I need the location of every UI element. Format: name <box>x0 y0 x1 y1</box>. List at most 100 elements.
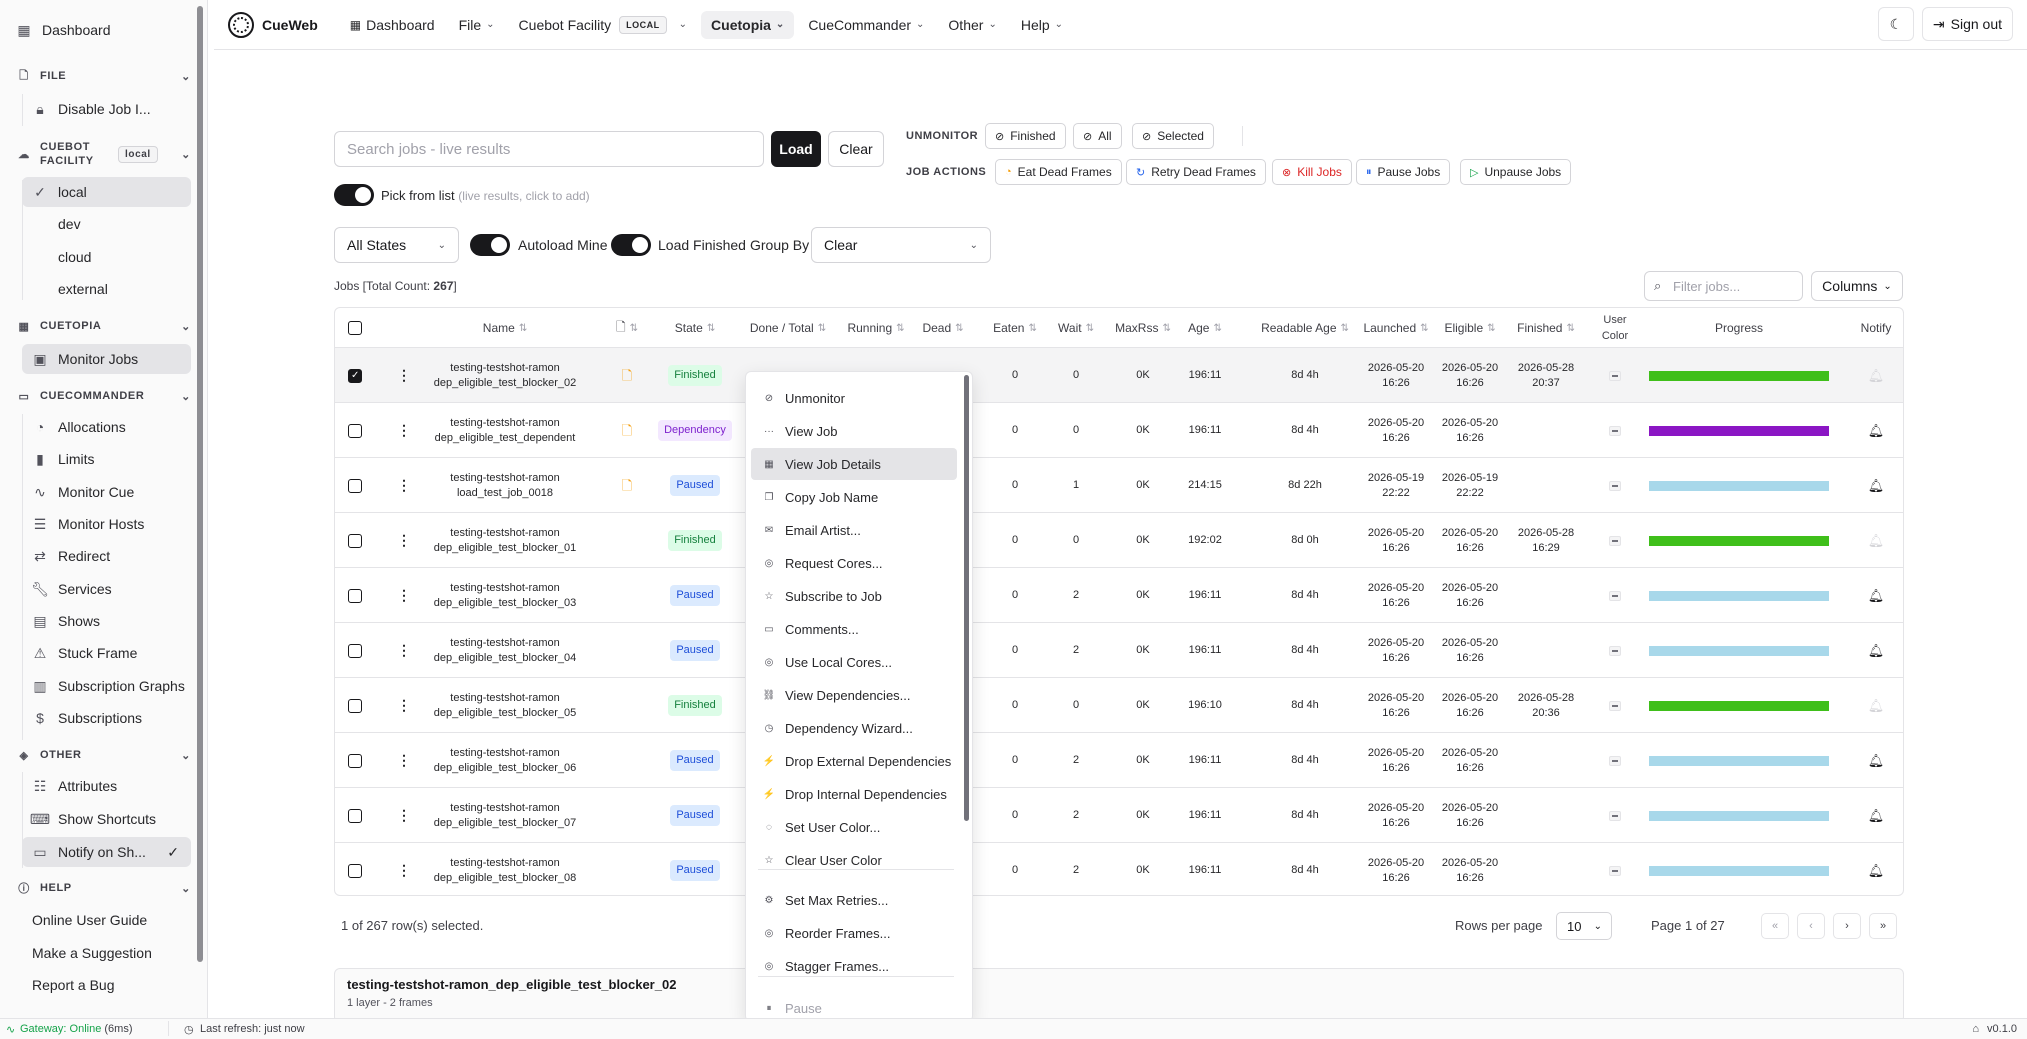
nav-dashboard[interactable]: ▦ Dashboard <box>340 11 445 39</box>
header-done-total[interactable]: Done / Total ⇅ <box>743 308 833 348</box>
sidebar-item-monitor-hosts[interactable]: ☰ Monitor Hosts <box>22 509 191 539</box>
sidebar-item-monitor-cue[interactable]: ∿ Monitor Cue <box>22 477 191 507</box>
header-eligible[interactable]: Eligible ⇅ <box>1435 308 1505 348</box>
row-actions-cell[interactable]: ⋮ <box>393 458 415 513</box>
user-color-swatch[interactable] <box>1609 590 1621 601</box>
table-row[interactable]: ⋮ testing-testshot-ramon dep_eligible_test… <box>335 568 1903 623</box>
header-state[interactable]: State ⇅ <box>655 308 735 348</box>
context-menu-item-view-job[interactable]: ··· View Job <box>751 415 957 447</box>
context-menu-scrollbar[interactable] <box>964 375 969 821</box>
header-dead[interactable]: Dead ⇅ <box>918 308 968 348</box>
header-running[interactable]: Running ⇅ <box>841 308 911 348</box>
sidebar-item-monitor-jobs[interactable]: ▣ Monitor Jobs <box>22 344 191 374</box>
nav-cuecommander[interactable]: CueCommander ⌄ <box>798 11 934 39</box>
user-color-cell[interactable] <box>1595 513 1635 568</box>
sidebar-item-shows[interactable]: ▤ Shows <box>22 606 191 636</box>
user-color-cell[interactable] <box>1595 733 1635 788</box>
user-color-swatch[interactable] <box>1609 535 1621 546</box>
sidebar-item-disable-job[interactable]: 🔒︎ Disable Job I... <box>22 94 191 124</box>
state-filter-select[interactable]: All States ⌄ <box>334 227 459 263</box>
sidebar-item-stuck-frame[interactable]: ⚠ Stuck Frame <box>22 638 191 668</box>
notify-cell[interactable]: 🔔︎ <box>1851 843 1901 895</box>
select-cell[interactable] <box>343 788 367 843</box>
sidebar-section-help[interactable]: ⓘ HELP ⌄ <box>16 876 191 900</box>
row-checkbox[interactable] <box>348 533 362 548</box>
context-menu-item-use-local-cores[interactable]: ◎ Use Local Cores... <box>751 646 957 678</box>
nav-cuebot-facility[interactable]: Cuebot Facility LOCAL ⌄ <box>509 10 697 40</box>
context-menu-item-dependency-wizard[interactable]: ◷ Dependency Wizard... <box>751 712 957 744</box>
context-menu-item-pause[interactable]: ⏸ Pause <box>751 992 957 1021</box>
row-actions-cell[interactable]: ⋮ <box>393 788 415 843</box>
user-color-cell[interactable] <box>1595 623 1635 678</box>
row-actions-cell[interactable]: ⋮ <box>393 403 415 458</box>
sidebar-item-report-bug[interactable]: Report a Bug <box>22 970 191 1000</box>
select-cell[interactable] <box>343 403 367 458</box>
user-color-swatch[interactable] <box>1609 755 1621 766</box>
header-age[interactable]: Age ⇅ <box>1180 308 1230 348</box>
row-checkbox[interactable] <box>348 478 362 493</box>
sidebar-item-limits[interactable]: ▮ Limits <box>22 444 191 474</box>
table-row[interactable]: ⋮ testing-testshot-ramon load_test_job_001… <box>335 458 1903 513</box>
row-menu-icon[interactable]: ⋮ <box>397 532 411 549</box>
sidebar-section-cuecommander[interactable]: ▭ CUECOMMANDER ⌄ <box>16 384 191 408</box>
nav-help[interactable]: Help ⌄ <box>1011 11 1073 39</box>
row-actions-cell[interactable]: ⋮ <box>393 733 415 788</box>
context-menu-item-view-job-details[interactable]: ▦ View Job Details <box>751 448 957 480</box>
select-cell[interactable] <box>343 513 367 568</box>
header-finished[interactable]: Finished ⇅ <box>1511 308 1581 348</box>
context-menu-item-comments[interactable]: ▭ Comments... <box>751 613 957 645</box>
first-page-button[interactable]: « <box>1761 913 1789 939</box>
row-checkbox[interactable] <box>348 808 362 823</box>
sidebar-section-file[interactable]: 🗋 FILE ⌄ <box>16 64 191 88</box>
columns-button[interactable]: Columns ⌄ <box>1811 271 1903 301</box>
row-menu-icon[interactable]: ⋮ <box>397 697 411 714</box>
header-doc[interactable]: 🗋 ⇅ <box>607 308 647 348</box>
sidebar-item-redirect[interactable]: ⇄ Redirect <box>22 541 191 571</box>
load-finished-toggle[interactable] <box>611 234 651 256</box>
table-row[interactable]: ⋮ testing-testshot-ramon dep_eligible_test… <box>335 513 1903 568</box>
row-menu-icon[interactable]: ⋮ <box>397 807 411 824</box>
row-actions-cell[interactable]: ⋮ <box>393 678 415 733</box>
sidebar-scrollbar[interactable] <box>197 6 203 962</box>
sidebar-item-show-shortcuts[interactable]: ⌨ Show Shortcuts <box>22 804 191 834</box>
select-cell[interactable] <box>343 348 367 403</box>
table-row[interactable]: ⋮ testing-testshot-ramon dep_eligible_test… <box>335 623 1903 678</box>
group-by-select[interactable]: Clear ⌄ <box>811 227 991 263</box>
context-menu-item-request-cores[interactable]: ◎ Request Cores... <box>751 547 957 579</box>
context-menu-item-clear-user-color[interactable]: ☆ Clear User Color <box>751 844 957 876</box>
row-checkbox[interactable] <box>348 588 362 603</box>
user-color-swatch[interactable] <box>1609 645 1621 656</box>
clear-button[interactable]: Clear <box>828 131 884 167</box>
select-cell[interactable] <box>343 568 367 623</box>
notify-cell[interactable]: 🔔︎ <box>1851 788 1901 843</box>
header-eaten[interactable]: Eaten ⇅ <box>990 308 1040 348</box>
header-maxrss[interactable]: MaxRss ⇅ <box>1113 308 1173 348</box>
user-color-cell[interactable] <box>1595 843 1635 895</box>
sidebar-item-notify-on-show[interactable]: ▭ Notify on Sh... ✓ <box>22 837 191 867</box>
row-actions-cell[interactable]: ⋮ <box>393 348 415 403</box>
select-cell[interactable] <box>343 843 367 895</box>
nav-other[interactable]: Other ⌄ <box>938 11 1006 39</box>
sidebar-section-cuetopia[interactable]: ▦ CUETOPIA ⌄ <box>16 314 191 338</box>
context-menu-item-view-dependencies[interactable]: ⛓ View Dependencies... <box>751 679 957 711</box>
user-color-swatch[interactable] <box>1609 425 1621 436</box>
nav-cuetopia[interactable]: Cuetopia ⌄ <box>701 10 795 39</box>
user-color-cell[interactable] <box>1595 568 1635 623</box>
rows-per-page-select[interactable]: 10 ⌄ <box>1556 912 1612 940</box>
user-color-cell[interactable] <box>1595 348 1635 403</box>
user-color-cell[interactable] <box>1595 788 1635 843</box>
row-checkbox[interactable] <box>348 423 362 438</box>
header-user-color[interactable]: User Color <box>1595 308 1635 348</box>
row-checkbox[interactable] <box>348 698 362 713</box>
context-menu-item-drop-external-dependencies[interactable]: ⚡ Drop External Dependencies <box>751 745 957 777</box>
nav-file[interactable]: File ⌄ <box>449 11 505 39</box>
eat-dead-frames-button[interactable]: ◔ Eat Dead Frames <box>995 159 1122 185</box>
bell-icon[interactable]: 🔔︎ <box>1867 587 1885 603</box>
context-menu-item-copy-job-name[interactable]: ❐ Copy Job Name <box>751 481 957 513</box>
context-menu-item-stagger-frames[interactable]: ◎ Stagger Frames... <box>751 950 957 982</box>
bell-icon[interactable]: 🔔︎ <box>1867 642 1885 658</box>
autoload-mine-toggle[interactable] <box>470 234 510 256</box>
sidebar-item-facility-external[interactable]: external <box>22 274 191 304</box>
context-menu-item-drop-internal-dependencies[interactable]: ⚡ Drop Internal Dependencies <box>751 778 957 810</box>
table-row[interactable]: ⋮ testing-testshot-ramon dep_eligible_test… <box>335 678 1903 733</box>
